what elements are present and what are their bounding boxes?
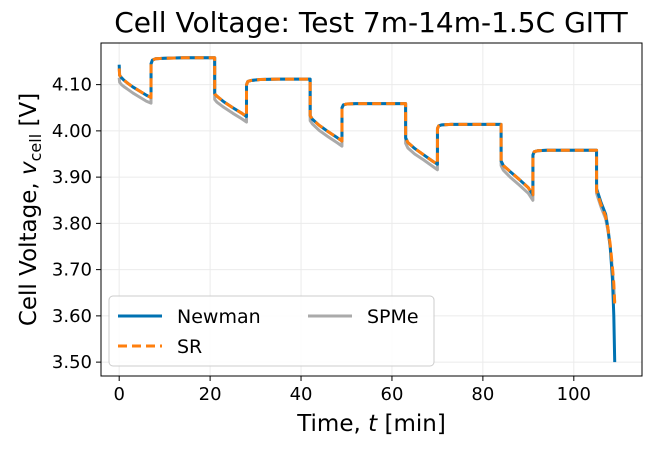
y-tick-label: 3.60 (52, 306, 92, 327)
x-tick-label: 0 (113, 384, 124, 405)
x-axis-label: Time, t [min] (296, 411, 446, 437)
series-line-sr (117, 56, 617, 305)
x-tick-label: 20 (199, 384, 222, 405)
y-axis-label: Cell Voltage, vcell [V] (16, 93, 45, 326)
x-tick-label: 60 (381, 384, 404, 405)
legend-label-sr: SR (177, 336, 202, 358)
series-line-spme (117, 56, 617, 303)
grid-layer (101, 43, 642, 376)
y-tick-label: 3.90 (52, 167, 92, 188)
chart-title: Cell Voltage: Test 7m-14m-1.5C GITT (114, 6, 628, 39)
y-tick-label: 4.10 (52, 75, 92, 96)
x-tick-label: 100 (557, 384, 591, 405)
legend-label-spme: SPMe (367, 306, 419, 328)
y-tick-label: 3.70 (52, 260, 92, 281)
x-tick-label: 40 (290, 384, 313, 405)
y-tick-label: 4.00 (52, 121, 92, 142)
series-layer (117, 56, 617, 363)
y-tick-label: 3.50 (52, 352, 92, 373)
x-tick-label: 80 (471, 384, 494, 405)
legend-box (108, 295, 435, 367)
legend-label-newman: Newman (177, 306, 261, 328)
legend: Newman SR SPMe (108, 295, 435, 367)
y-tick-label: 3.80 (52, 213, 92, 234)
plot-frame (100, 42, 643, 377)
ticks-layer: 0 20 40 60 80 100 3.50 3.60 3.70 3.80 3.90 4.00 4.10 (52, 75, 591, 405)
